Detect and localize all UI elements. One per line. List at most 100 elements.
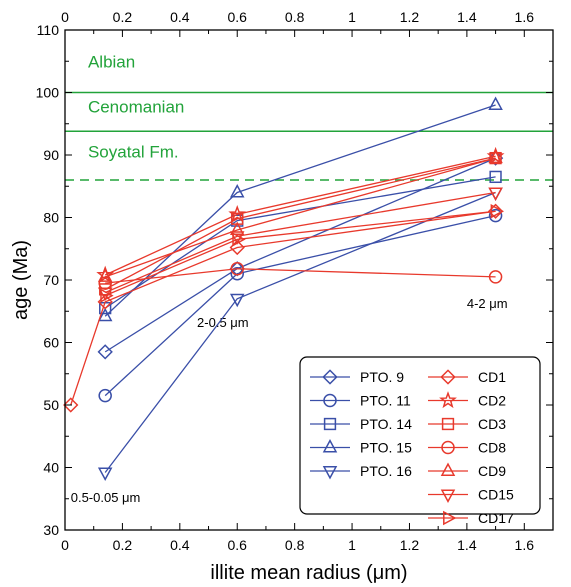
size-fraction-label: 4-2 μm [467, 296, 508, 311]
data-point [488, 96, 503, 110]
series-line [105, 268, 496, 284]
y-tick-label: 90 [43, 147, 59, 163]
legend-item: CD1 [428, 369, 506, 385]
legend-marker [439, 391, 457, 409]
legend-label: CD8 [478, 440, 506, 456]
legend-label: PTO. 14 [360, 416, 412, 432]
y-tick-label: 80 [43, 210, 59, 226]
data-point [489, 170, 502, 184]
x-tick-label: 0.6 [228, 537, 248, 553]
formation-label: Cenomanian [88, 98, 184, 117]
legend-marker [440, 489, 456, 503]
x-tick-label-top: 1.4 [457, 9, 477, 25]
series-cd9 [97, 149, 503, 282]
data-point [63, 397, 79, 413]
legend-marker [441, 440, 455, 455]
y-tick-label: 70 [43, 272, 59, 288]
y-axis-label: age (Ma) [10, 240, 32, 320]
legend-marker [440, 462, 456, 476]
y-tick-label: 100 [36, 85, 60, 101]
y-tick-label: 60 [43, 335, 59, 351]
x-tick-label-top: 1.2 [400, 9, 420, 25]
y-tick-label: 30 [43, 522, 59, 538]
size-fraction-label: 0.5-0.05 μm [71, 490, 141, 505]
series-line [104, 157, 496, 278]
x-tick-label-top: 0.4 [170, 9, 190, 25]
data-point [228, 205, 247, 222]
legend: PTO. 9 PTO. 11 PTO. 14 PTO. 15 PTO. 16 CD1 CD2… [299, 356, 541, 526]
x-tick-label: 0.2 [113, 537, 133, 553]
legend-item: PTO. 14 [310, 416, 412, 432]
x-tick-label-top: 0.8 [285, 9, 305, 25]
data-point [488, 208, 503, 223]
legend-label: PTO. 9 [360, 369, 404, 385]
data-point [100, 288, 114, 303]
data-point [229, 293, 245, 308]
x-tick-label: 1 [348, 537, 356, 553]
legend-marker [322, 369, 338, 385]
data-point [98, 388, 112, 403]
legend-item: PTO. 9 [310, 369, 404, 385]
data-point [488, 149, 503, 164]
x-tick-label: 1.6 [515, 537, 535, 553]
data-point [229, 184, 245, 198]
size-fraction-label: 2-0.5 μm [197, 315, 249, 330]
series-pto-15 [97, 96, 503, 322]
legend-label: CD15 [478, 487, 514, 503]
legend-marker [443, 510, 457, 526]
x-tick-label: 0.8 [285, 537, 305, 553]
series-line [70, 210, 496, 406]
legend-label: CD9 [478, 463, 506, 479]
data-point [97, 467, 113, 481]
data-point [230, 262, 244, 276]
data-point [97, 344, 113, 360]
legend-label: PTO. 15 [360, 440, 412, 456]
series-line [104, 214, 496, 397]
data-point [230, 267, 244, 281]
series-line [104, 157, 496, 290]
legend-marker [323, 417, 337, 431]
legend-label: PTO. 16 [360, 463, 412, 479]
data-point [229, 221, 245, 235]
legend-item: CD8 [428, 440, 506, 456]
series-line [104, 104, 496, 317]
x-tick-label-top: 1.6 [515, 9, 535, 25]
legend-item: PTO. 15 [310, 439, 412, 456]
legend-item: CD2 [428, 391, 506, 409]
legend-item: PTO. 11 [310, 393, 411, 409]
legend-item: CD9 [428, 462, 506, 479]
series-line [104, 191, 496, 473]
data-point [97, 268, 113, 282]
data-point [97, 307, 113, 322]
legend-label: CD1 [478, 369, 506, 385]
legend-marker [441, 417, 455, 431]
y-tick-label: 40 [43, 460, 59, 476]
formation-label: Soyatal Fm. [88, 143, 179, 162]
x-axis-label: illite mean radius (μm) [210, 562, 407, 584]
legend-marker [440, 369, 456, 385]
series-line [104, 210, 496, 297]
legend-marker [323, 393, 337, 408]
legend-label: PTO. 11 [360, 393, 411, 409]
x-tick-label: 0 [61, 537, 69, 553]
legend-marker [322, 439, 338, 453]
x-tick-label: 0.4 [170, 537, 190, 553]
x-tick-label-top: 0 [61, 9, 69, 25]
series-cd15 [97, 187, 503, 301]
series-pto-9 [97, 150, 504, 360]
data-point [96, 265, 115, 283]
data-point [488, 187, 503, 201]
series-line [104, 155, 496, 276]
legend-box [299, 356, 541, 515]
formation-label: Albian [88, 53, 135, 72]
y-tick-label: 50 [43, 397, 59, 413]
series-pto-14 [99, 170, 502, 315]
legend-item: CD15 [428, 487, 514, 503]
legend-marker [322, 466, 338, 480]
series-pto-11 [98, 208, 503, 403]
x-tick-label-top: 0.2 [113, 9, 133, 25]
legend-item: CD3 [428, 416, 506, 432]
series-line [104, 176, 496, 309]
legend-item: CD17 [428, 510, 514, 526]
